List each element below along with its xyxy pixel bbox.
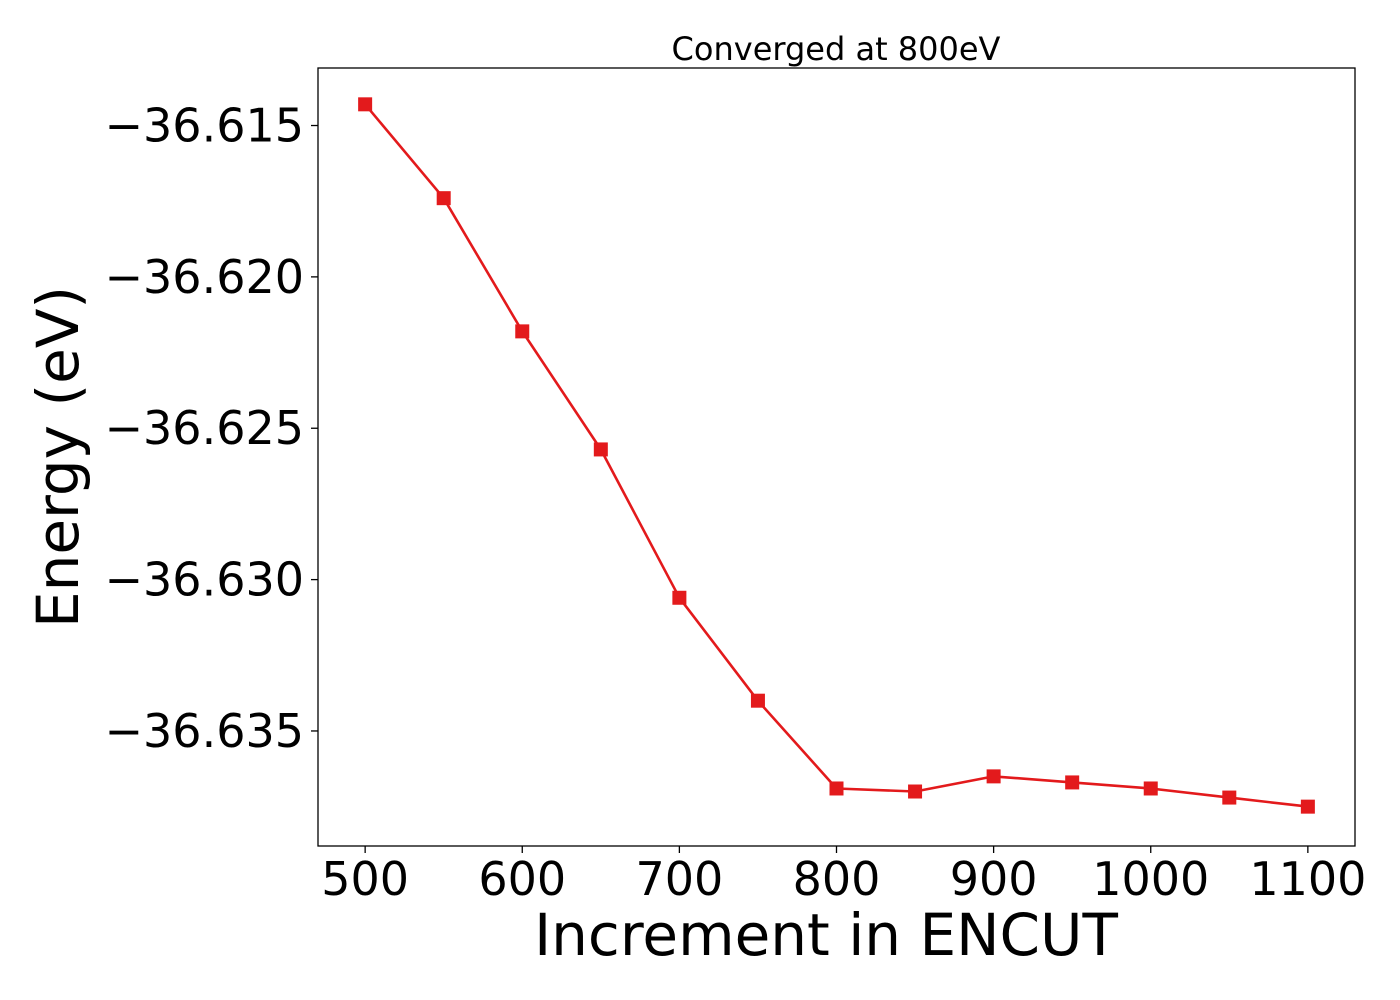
data-point-marker [908, 784, 923, 799]
y-tick-label: −36.615 [105, 99, 305, 153]
x-tick-label: 500 [321, 852, 409, 906]
series-line [364, 103, 1309, 808]
data-point-marker [750, 693, 765, 708]
y-axis-label: Energy (eV) [24, 286, 92, 628]
data-point-marker [1065, 775, 1080, 790]
plot-frame [317, 67, 1356, 847]
y-tick-label: −36.625 [105, 401, 305, 455]
x-axis-label: Increment in ENCUT [534, 901, 1118, 969]
x-tick-label: 1100 [1249, 852, 1366, 906]
x-tick-label: 800 [793, 852, 881, 906]
y-tick-label: −36.635 [105, 704, 305, 758]
data-point-marker [515, 324, 530, 339]
x-tick-label: 600 [478, 852, 566, 906]
data-point-marker [672, 590, 687, 605]
data-point-marker [986, 769, 1001, 784]
chart-title: Converged at 800eV [672, 30, 1001, 68]
data-point-marker [436, 191, 451, 206]
data-point-marker [358, 97, 373, 112]
y-tick-label: −36.620 [105, 250, 305, 304]
x-axis: 500 600 700 800 900 1000 1100 [321, 846, 1366, 906]
data-point-marker [1222, 790, 1237, 805]
data-point-marker [593, 442, 608, 457]
series-layer [358, 97, 1315, 814]
x-tick-label: 900 [950, 852, 1038, 906]
data-point-marker [1143, 781, 1158, 796]
y-axis: −36.615 −36.620 −36.625 −36.630 −36.635 [105, 99, 318, 758]
data-point-marker [829, 781, 844, 796]
x-tick-label: 1000 [1092, 852, 1209, 906]
data-point-marker [1300, 799, 1315, 814]
x-tick-label: 700 [635, 852, 723, 906]
y-tick-label: −36.630 [105, 553, 305, 607]
